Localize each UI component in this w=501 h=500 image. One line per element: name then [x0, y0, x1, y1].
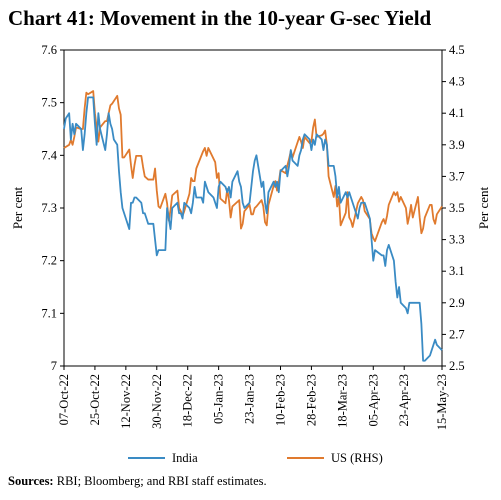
left-axis-title: Per cent	[10, 186, 25, 229]
left-tick-label: 7.4	[41, 148, 57, 162]
sources-note: Sources: RBI; Bloomberg; and RBI staff e…	[8, 474, 267, 489]
legend-label-us: US (RHS)	[331, 451, 383, 465]
right-tick-label: 2.9	[449, 296, 465, 310]
series-line-us	[63, 90, 443, 243]
right-tick-label: 2.7	[449, 327, 465, 341]
x-tick-label: 10-Feb-23	[273, 374, 287, 426]
left-tick-label: 7.5	[41, 96, 57, 110]
left-axis: 7 7.1 7.2 7.3 7.4 7.5 7.6	[41, 43, 64, 373]
x-tick-label: 05-Jan-23	[212, 374, 226, 424]
x-tick-label: 05-Apr-23	[366, 374, 380, 427]
chart-title: Chart 41: Movement in the 10-year G-sec …	[8, 6, 432, 30]
right-tick-label: 3.7	[449, 169, 465, 183]
legend-label-india: India	[172, 451, 198, 465]
right-tick-label: 4.3	[449, 75, 465, 89]
right-tick-label: 2.5	[449, 359, 465, 373]
series-layer	[63, 90, 443, 362]
x-tick-label: 07-Oct-22	[57, 374, 71, 425]
left-tick-label: 7	[51, 359, 57, 373]
legend: India US (RHS)	[128, 451, 383, 465]
x-axis: 07-Oct-22 25-Oct-22 12-Nov-22 30-Nov-22 18-D…	[57, 366, 449, 430]
plot-frame	[63, 49, 443, 367]
sources-label: Sources:	[8, 474, 54, 488]
sources-text: RBI; Bloomberg; and RBI staff estimates.	[56, 474, 267, 488]
x-tick-label: 25-Oct-22	[88, 374, 102, 425]
left-tick-label: 7.3	[41, 201, 57, 215]
right-tick-label: 4.1	[449, 106, 465, 120]
right-tick-label: 3.9	[449, 138, 465, 152]
x-tick-label: 15-May-23	[435, 374, 449, 430]
right-tick-label: 4.5	[449, 43, 465, 57]
x-tick-label: 23-Jan-23	[243, 374, 257, 424]
right-axis: 2.5 2.7 2.9 3.1 3.3 3.5 3.7 3.9 4.1 4.3 4.5	[442, 43, 465, 373]
chart-area: 7 7.1 7.2 7.3 7.4 7.5 7.6 2.5 2.7 2.9 3.1 3.3 3.5 3.…	[10, 43, 491, 465]
x-tick-label: 30-Nov-22	[150, 374, 164, 429]
left-tick-label: 7.1	[41, 306, 57, 320]
left-tick-label: 7.6	[41, 43, 57, 57]
x-tick-label: 23-Apr-23	[397, 374, 411, 427]
left-tick-label: 7.2	[41, 254, 57, 268]
x-tick-label: 18-Mar-23	[335, 374, 349, 428]
right-tick-label: 3.1	[449, 264, 465, 278]
x-tick-label: 12-Nov-22	[119, 374, 133, 429]
x-tick-label: 18-Dec-22	[181, 374, 195, 427]
right-axis-title: Per cent	[476, 186, 491, 229]
right-tick-label: 3.3	[449, 233, 465, 247]
right-tick-label: 3.5	[449, 201, 465, 215]
series-line-india	[63, 96, 443, 362]
x-tick-label: 28-Feb-23	[304, 374, 318, 426]
